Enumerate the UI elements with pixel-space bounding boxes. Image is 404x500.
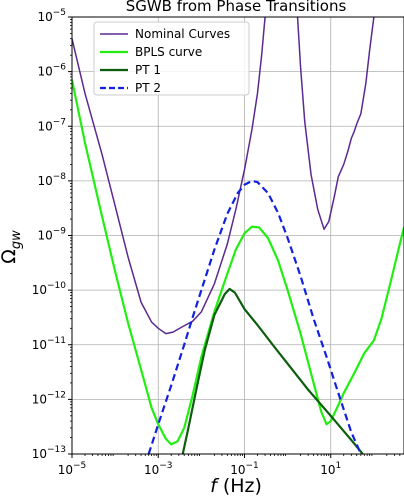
series-line-nominal-curves (72, 17, 375, 335)
x-tick-label: 101 (320, 461, 341, 477)
y-tick-label: 10−5 (37, 8, 66, 24)
legend-label: BPLS curve (135, 45, 202, 59)
y-tick-label: 10−7 (37, 117, 66, 133)
x-tick-label: 10−3 (144, 461, 173, 477)
legend-label: PT 1 (135, 63, 161, 77)
y-tick-label: 10−11 (32, 336, 66, 352)
x-tick-label: 10−5 (58, 461, 87, 477)
legend-box (93, 21, 250, 96)
series-line-bpls-curve (72, 78, 404, 446)
y-tick-label: 10−12 (32, 390, 66, 406)
x-axis-label: f (Hz) (210, 475, 262, 497)
y-tick-label: 10−10 (32, 281, 67, 297)
x-tick-label: 10−1 (230, 461, 259, 477)
legend: Nominal Curves BPLS curve PT 1 PT 2 (93, 21, 250, 96)
chart-title: SGWB from Phase Transitions (126, 0, 347, 15)
series-line-pt-1 (181, 287, 364, 454)
y-tick-label: 10−13 (32, 445, 66, 461)
y-tick-label: 10−6 (37, 63, 66, 79)
ticks: 10−5 10−3 10−1 101 10−13 10−12 10−11 10−10 10−9 1… (32, 8, 401, 477)
legend-label: PT 2 (135, 81, 161, 95)
y-tick-label: 10−9 (37, 227, 66, 243)
legend-label: Nominal Curves (135, 27, 230, 41)
y-axis-label: Ωgw (0, 230, 24, 264)
series-layer (72, 17, 404, 454)
y-tick-label: 10−8 (37, 172, 66, 188)
series-line-pt-2 (147, 179, 362, 454)
